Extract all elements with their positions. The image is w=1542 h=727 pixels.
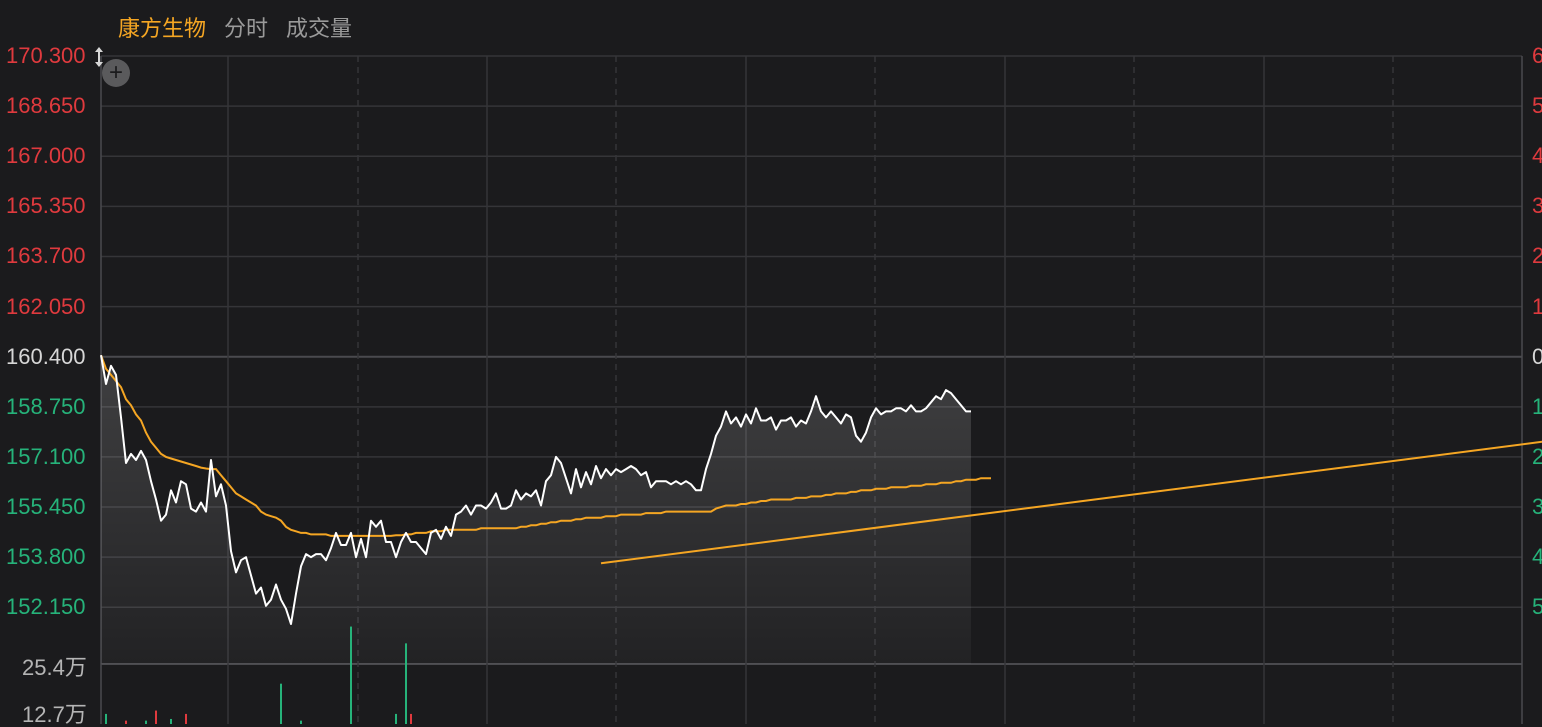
percent-tick-label: 0: [1532, 343, 1542, 369]
zoom-in-button[interactable]: +: [102, 59, 130, 87]
average-price-line: [100, 354, 991, 537]
percent-tick-label: 1: [1532, 393, 1542, 419]
tab-intraday[interactable]: 分时: [224, 16, 269, 41]
volume-bar: [155, 710, 157, 724]
price-tick-label: 152.150: [6, 594, 86, 620]
volume-bar: [185, 713, 187, 724]
price-tick-label: 168.650: [6, 93, 86, 119]
percent-tick-label: 2: [1532, 443, 1542, 469]
price-line: [100, 355, 971, 625]
price-tick-label: 160.400: [6, 343, 86, 369]
percent-tick-label: 3: [1532, 193, 1542, 219]
price-tick-label: 163.700: [6, 243, 86, 269]
volume-bar: [170, 718, 172, 724]
price-tick-label: 157.100: [6, 443, 86, 469]
percent-tick-label: 6: [1532, 43, 1542, 68]
volume-bar: [405, 643, 407, 724]
volume-bar: [300, 720, 302, 724]
percent-tick-label: 3: [1532, 494, 1542, 520]
price-tick-label: 158.750: [6, 393, 86, 419]
percent-tick-label: 4: [1532, 143, 1542, 169]
price-tick-label: 165.350: [6, 193, 86, 219]
tab-volume[interactable]: 成交量: [286, 16, 353, 41]
price-area-fill: [101, 355, 971, 664]
volume-bar: [125, 720, 127, 724]
tab-stock-name[interactable]: 康方生物: [118, 16, 207, 41]
volume-tick-label: 12.7万: [22, 702, 87, 727]
resize-handle-icon[interactable]: [93, 46, 105, 68]
volume-bar: [410, 713, 412, 724]
price-tick-label: 170.300: [6, 43, 86, 68]
volume-tick-label: 25.4万: [22, 655, 87, 680]
price-tick-label: 167.000: [6, 143, 86, 169]
price-tick-label: 153.800: [6, 544, 86, 570]
volume-bar: [105, 713, 107, 724]
percent-tick-label: 2: [1532, 243, 1542, 269]
percent-tick-label: 1: [1532, 293, 1542, 319]
price-tick-label: 162.050: [6, 293, 86, 319]
volume-bar: [280, 683, 282, 724]
volume-bar: [145, 720, 147, 724]
price-tick-label: 155.450: [6, 494, 86, 520]
percent-tick-label: 4: [1532, 544, 1542, 570]
volume-bar: [395, 713, 397, 724]
volume-bar: [350, 626, 352, 724]
trend-line: [600, 440, 1542, 565]
percent-tick-label: 5: [1532, 594, 1542, 620]
chart-tabs: 康方生物 分时 成交量: [118, 11, 352, 43]
percent-tick-label: 5: [1532, 93, 1542, 119]
